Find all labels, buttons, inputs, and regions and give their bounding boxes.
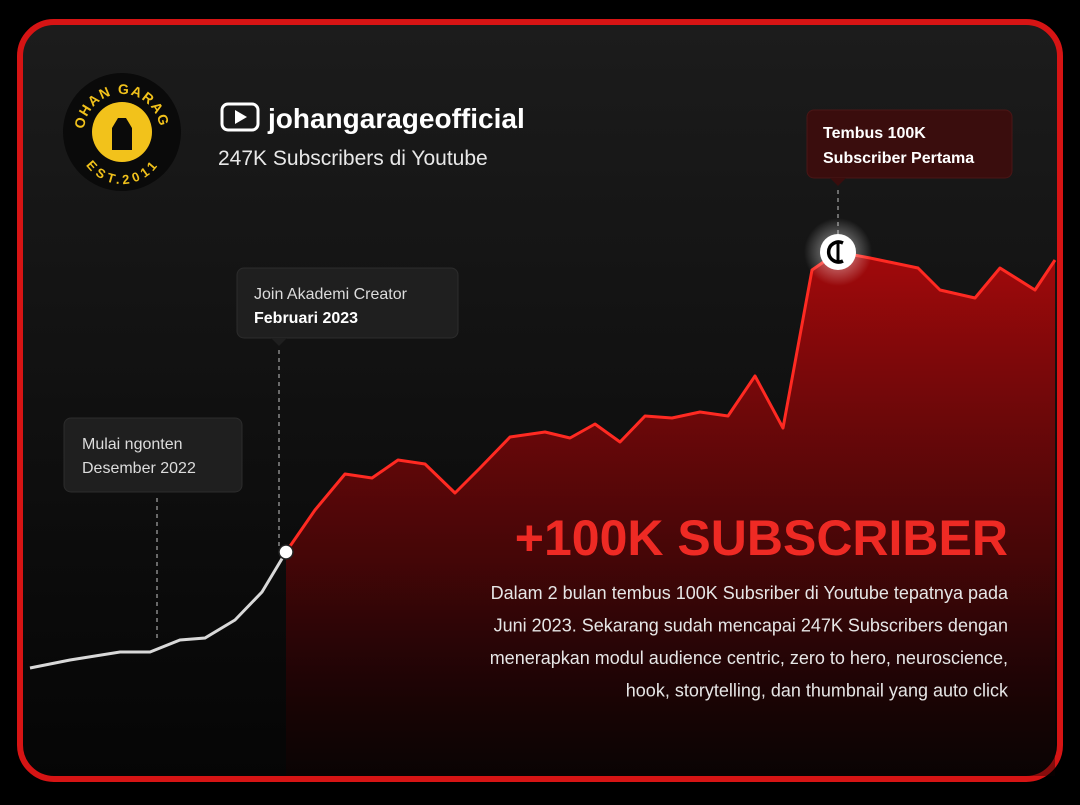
callout: [806, 109, 1013, 179]
callout-text: Februari 2023: [254, 310, 358, 327]
callout: [63, 417, 243, 493]
description-line: hook, storytelling, dan thumbnail yang a…: [626, 681, 1009, 701]
description: Dalam 2 bulan tembus 100K Subsriber di Y…: [490, 583, 1009, 701]
callout-text: Desember 2022: [82, 460, 196, 477]
headline: +100K SUBSCRIBER: [515, 510, 1008, 566]
description-line: menerapkan modul audience centric, zero …: [490, 648, 1008, 668]
growth-line-early: [29, 551, 288, 670]
callout-pointer: [830, 178, 846, 186]
logo-fist: [112, 118, 132, 150]
callout-text: Subscriber Pertama: [823, 150, 974, 167]
growth-line: [284, 250, 1057, 553]
callout-text: Tembus 100K: [823, 125, 926, 142]
callout: [236, 267, 459, 339]
callout-text: Join Akademi Creator: [254, 286, 408, 303]
callout-pointer: [271, 338, 287, 346]
youtube-icon: [220, 102, 260, 132]
milestone-icon-glyph: [826, 240, 844, 264]
callout-text: Mulai ngonten: [82, 436, 183, 453]
youtube-play: [235, 110, 247, 124]
description-line: Dalam 2 bulan tembus 100K Subsriber di Y…: [491, 583, 1009, 603]
channel-subscribers: 247K Subscribers di Youtube: [218, 147, 488, 170]
description-line: Juni 2023. Sekarang sudah mencapai 247K …: [494, 616, 1008, 636]
growth-area: [286, 252, 1055, 776]
milestone-dot: [278, 544, 294, 560]
channel-name: johangarageofficial: [267, 103, 525, 134]
